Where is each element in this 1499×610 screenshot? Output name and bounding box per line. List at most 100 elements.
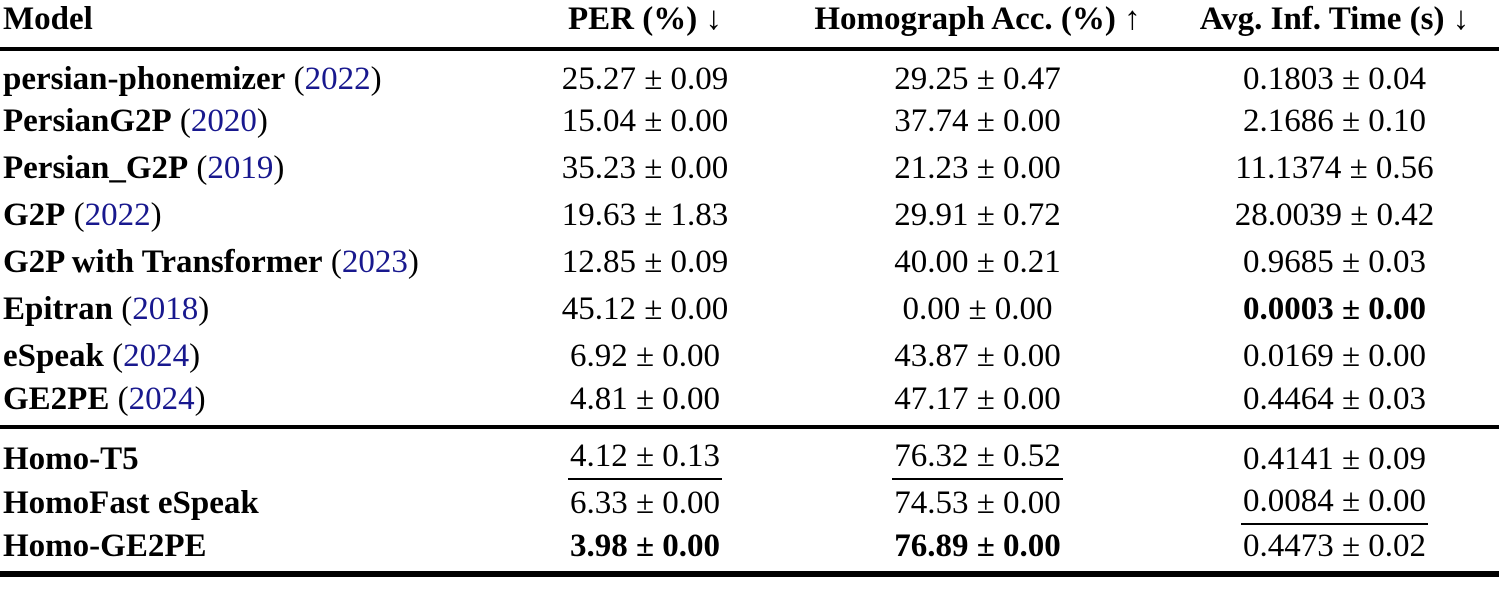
table-row: persian-phonemizer (2022) 25.27 ± 0.09 29.… [0,49,1499,98]
table-row: Epitran (2018) 45.12 ± 0.00 0.00 ± 0.00 0.0… [0,286,1499,333]
inf-time-value-cell: 0.9685 ± 0.03 [1170,239,1499,286]
model-cell: G2P with Transformer (2023) [3,244,419,280]
per-value: 4.81 ± 0.00 [569,381,721,417]
inf-time-value: 11.1374 ± 0.56 [1235,150,1434,186]
table-row: G2P with Transformer (2023) 12.85 ± 0.09 4… [0,239,1499,286]
per-value: 12.85 ± 0.09 [561,244,729,280]
proposed-models-group: Homo-T5 4.12 ± 0.13 76.32 ± 0.52 0.4141 ± 0… [0,425,1499,574]
citation-year-link[interactable]: 2024 [128,381,195,417]
header-homograph-acc: Homograph Acc. (%) ↑ [785,0,1170,51]
table-row: HomoFast eSpeak 6.33 ± 0.00 74.53 ± 0.00 0.… [0,480,1499,527]
model-name: persian-phonemizer [3,61,286,97]
homograph-acc-value: 74.53 ± 0.00 [894,485,1061,521]
table-row: GE2PE (2024) 4.81 ± 0.00 47.17 ± 0.00 0.446… [0,380,1499,427]
inf-time-value: 2.1686 ± 0.10 [1242,103,1427,139]
inf-time-value: 0.4141 ± 0.09 [1242,440,1427,477]
per-value-cell: 4.12 ± 0.13 [505,425,785,480]
model-name: Homo-GE2PE [3,527,207,564]
header-model: Model [0,0,505,51]
model-name: eSpeak [3,338,104,374]
homograph-acc-value: 21.23 ± 0.00 [894,150,1061,186]
inf-time-value: 0.1803 ± 0.04 [1242,61,1427,97]
per-value-cell: 45.12 ± 0.00 [505,286,785,333]
table-row: Persian_G2P (2019) 35.23 ± 0.00 21.23 ± 0.… [0,145,1499,192]
per-value: 6.92 ± 0.00 [569,338,721,374]
homograph-acc-value: 29.91 ± 0.72 [894,197,1061,233]
per-value: 35.23 ± 0.00 [561,150,729,186]
header-avg-inf-time: Avg. Inf. Time (s) ↓ [1170,0,1499,51]
per-value: 6.33 ± 0.00 [569,485,721,521]
homograph-acc-value-cell: 37.74 ± 0.00 [785,98,1170,145]
homograph-acc-value-cell: 76.32 ± 0.52 [785,425,1170,480]
inf-time-value-cell: 2.1686 ± 0.10 [1170,98,1499,145]
inf-time-value-cell: 28.0039 ± 0.42 [1170,192,1499,239]
citation-year-link[interactable]: 2022 [84,197,151,233]
model-name: HomoFast eSpeak [3,485,259,521]
per-value-cell: 6.92 ± 0.00 [505,333,785,380]
citation-year-link[interactable]: 2020 [190,103,257,139]
model-cell: Homo-GE2PE [0,527,505,574]
inf-time-value: 0.4473 ± 0.02 [1242,527,1427,564]
table-row: PersianG2P (2020) 15.04 ± 0.00 37.74 ± 0.0… [0,98,1499,145]
inf-time-value: 0.0003 ± 0.00 [1242,291,1427,327]
inf-time-value-cell: 11.1374 ± 0.56 [1170,145,1499,192]
model-cell: eSpeak (2024) [3,338,201,374]
model-name: Homo-T5 [3,440,139,477]
inf-time-value-cell: 0.4141 ± 0.09 [1170,425,1499,480]
citation-year-link[interactable]: 2019 [207,150,274,186]
model-cell: Epitran (2018) [3,291,210,327]
model-name: Persian_G2P [3,150,189,186]
results-table: Model PER (%) ↓ Homograph Acc. (%) ↑ Avg… [0,0,1499,577]
inf-time-value-cell: 0.1803 ± 0.04 [1170,49,1499,98]
homograph-acc-value: 0.00 ± 0.00 [902,291,1053,327]
citation-year-link[interactable]: 2024 [123,338,190,374]
model-name: PersianG2P [3,103,172,139]
model-cell: G2P (2022) [3,197,162,233]
table-row: eSpeak (2024) 6.92 ± 0.00 43.87 ± 0.00 0.01… [0,333,1499,380]
homograph-acc-value-cell: 74.53 ± 0.00 [785,480,1170,527]
model-cell: persian-phonemizer (2022) [3,61,382,97]
homograph-acc-value: 40.00 ± 0.21 [894,244,1061,280]
inf-time-value: 0.4464 ± 0.03 [1242,381,1427,417]
model-cell: Homo-T5 [0,425,505,480]
model-cell: HomoFast eSpeak [0,480,505,527]
model-name: GE2PE [3,381,110,417]
citation-year-link[interactable]: 2023 [341,244,408,280]
per-value: 25.27 ± 0.09 [561,61,729,97]
model-name: G2P [3,197,66,233]
per-value-cell: 4.81 ± 0.00 [505,380,785,427]
inf-time-value: 28.0039 ± 0.42 [1234,197,1435,233]
homograph-acc-value-cell: 40.00 ± 0.21 [785,239,1170,286]
model-name: Epitran [3,291,114,327]
homograph-acc-value-cell: 29.91 ± 0.72 [785,192,1170,239]
inf-time-value-cell: 0.0169 ± 0.00 [1170,333,1499,380]
inf-time-value-cell: 0.0084 ± 0.00 [1170,480,1499,527]
baseline-models-group: persian-phonemizer (2022) 25.27 ± 0.09 29.… [0,49,1499,427]
homograph-acc-value: 47.17 ± 0.00 [894,381,1061,417]
model-name: G2P with Transformer [3,244,323,280]
table-row: Homo-GE2PE 3.98 ± 0.00 76.89 ± 0.00 0.4473 … [0,527,1499,574]
citation-year-link[interactable]: 2018 [132,291,199,327]
per-value-cell: 19.63 ± 1.83 [505,192,785,239]
inf-time-value-cell: 0.0003 ± 0.00 [1170,286,1499,333]
per-value: 3.98 ± 0.00 [569,527,721,564]
model-cell: Persian_G2P (2019) [3,150,285,186]
homograph-acc-value-cell: 29.25 ± 0.47 [785,49,1170,98]
inf-time-value: 0.0084 ± 0.00 [1240,483,1429,525]
homograph-acc-value: 29.25 ± 0.47 [894,61,1061,97]
per-value: 45.12 ± 0.00 [561,291,729,327]
homograph-acc-value-cell: 0.00 ± 0.00 [785,286,1170,333]
homograph-acc-value-cell: 43.87 ± 0.00 [785,333,1170,380]
inf-time-value-cell: 0.4464 ± 0.03 [1170,380,1499,427]
homograph-acc-value-cell: 21.23 ± 0.00 [785,145,1170,192]
model-cell: PersianG2P (2020) [3,103,268,139]
model-cell: GE2PE (2024) [3,381,206,417]
per-value-cell: 12.85 ± 0.09 [505,239,785,286]
homograph-acc-value: 76.32 ± 0.52 [892,438,1063,480]
inf-time-value: 0.0169 ± 0.00 [1242,338,1427,374]
per-value-cell: 15.04 ± 0.00 [505,98,785,145]
table-row: G2P (2022) 19.63 ± 1.83 29.91 ± 0.72 28.003… [0,192,1499,239]
homograph-acc-value: 76.89 ± 0.00 [894,527,1061,564]
citation-year-link[interactable]: 2022 [304,61,371,97]
